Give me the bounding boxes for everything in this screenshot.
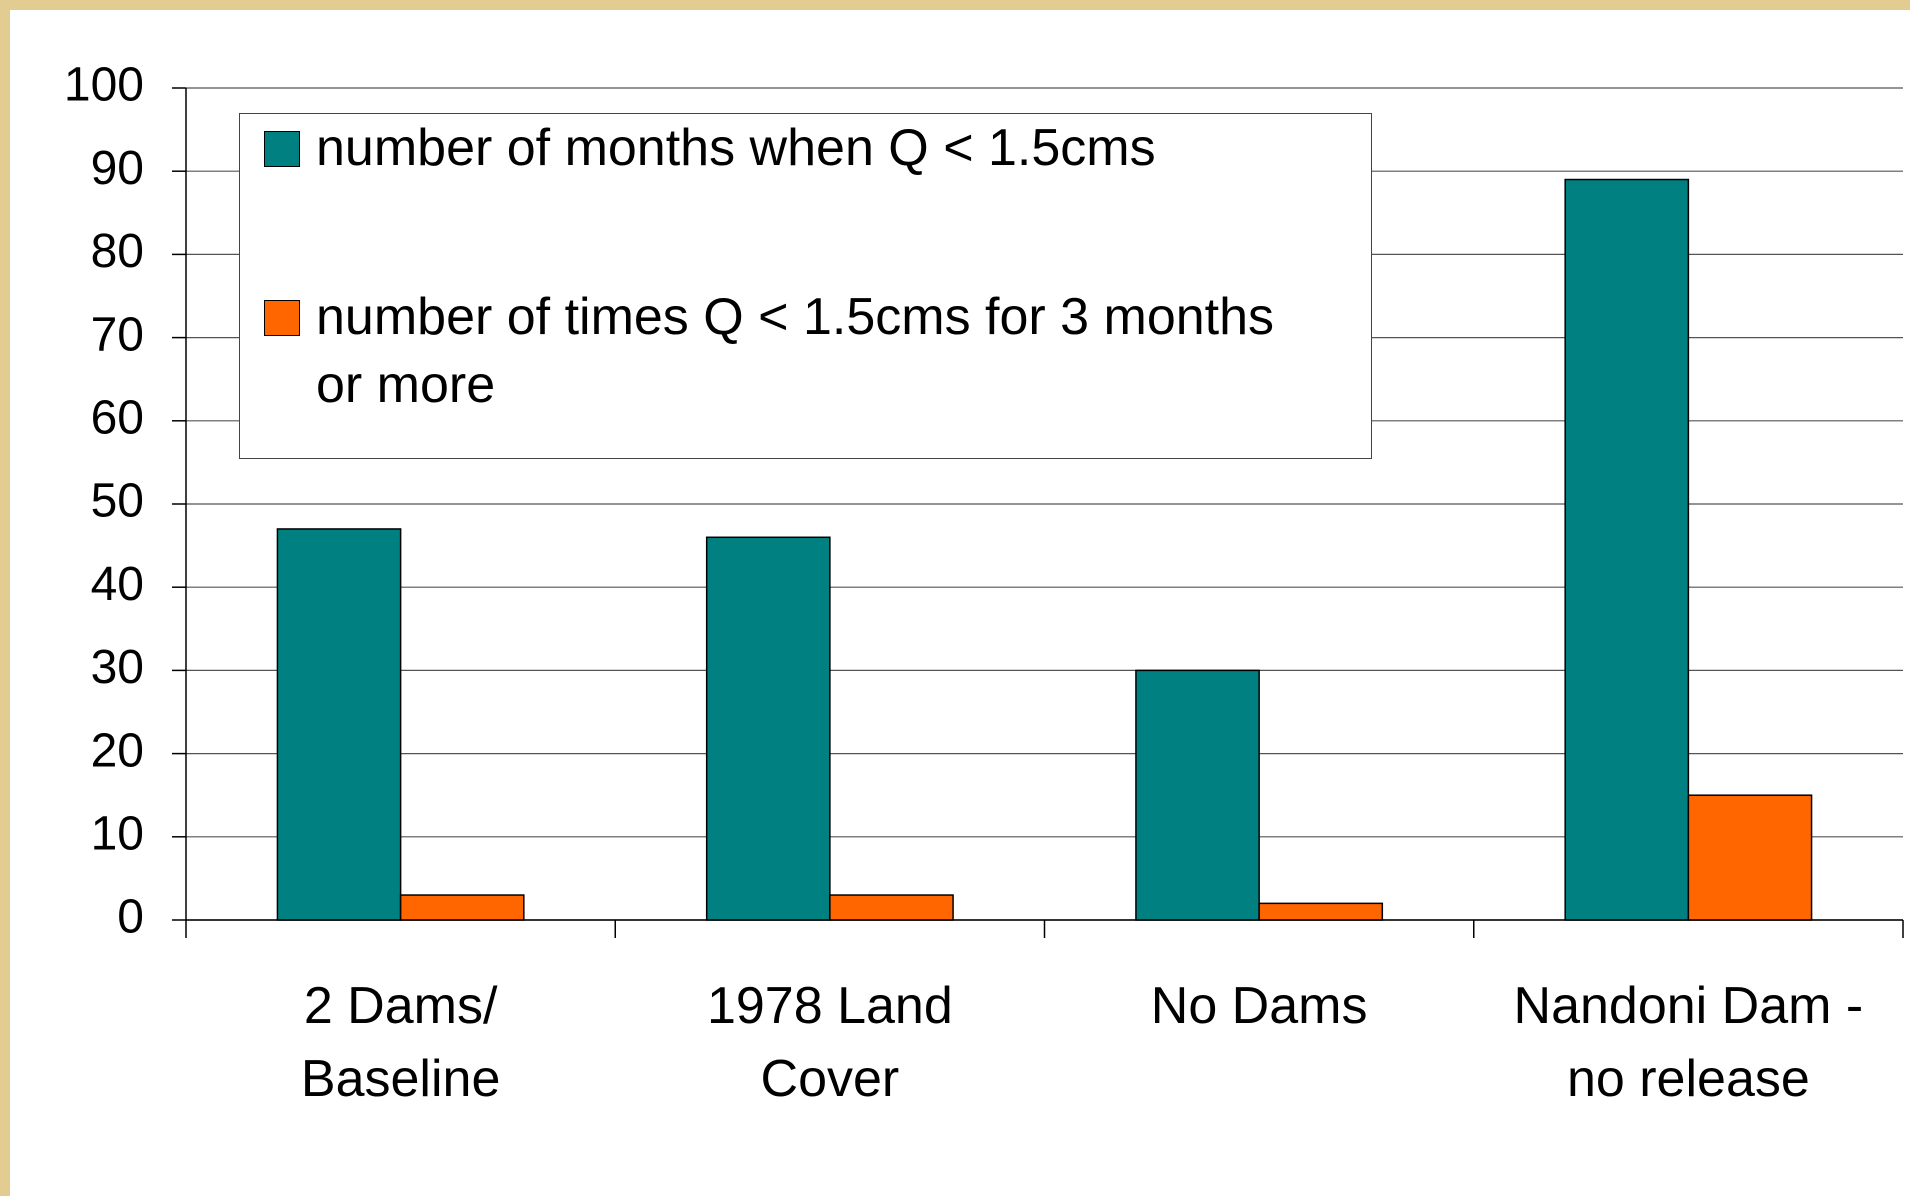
y-tick-label: 10 [91,807,144,860]
x-tick-label: 1978 Land Cover [706,977,953,1108]
bar [276,528,402,921]
bar [1687,794,1813,921]
legend-label: number of months when Q < 1.5cms [316,119,1156,177]
x-tick-label: No Dams [1150,977,1368,1035]
y-tick-label: 70 [91,308,144,361]
bar [705,536,831,921]
bar [399,894,525,921]
legend-swatch [264,131,300,167]
y-tick-label: 40 [91,558,144,611]
bar [829,894,954,921]
y-tick-label: 90 [91,142,144,195]
legend-swatch [264,300,300,336]
x-tick-label: 2 Dams/ Baseline [300,977,501,1108]
y-tick-label: 20 [91,724,144,777]
y-tick-label: 100 [64,59,144,112]
y-tick-label: 60 [91,391,144,444]
bar [1564,178,1690,921]
legend: number of months when Q < 1.5cms number o… [239,113,1372,459]
y-tick-label: 80 [91,225,144,278]
bar [1135,669,1260,921]
legend-label: number of times Q < 1.5cms for 3 months … [316,288,1275,414]
x-tick-label: Nandoni Dam - no release [1513,977,1864,1108]
bar [1258,902,1384,921]
y-tick-label: 0 [117,891,144,944]
y-tick-label: 30 [91,641,144,694]
y-tick-label: 50 [91,475,144,528]
